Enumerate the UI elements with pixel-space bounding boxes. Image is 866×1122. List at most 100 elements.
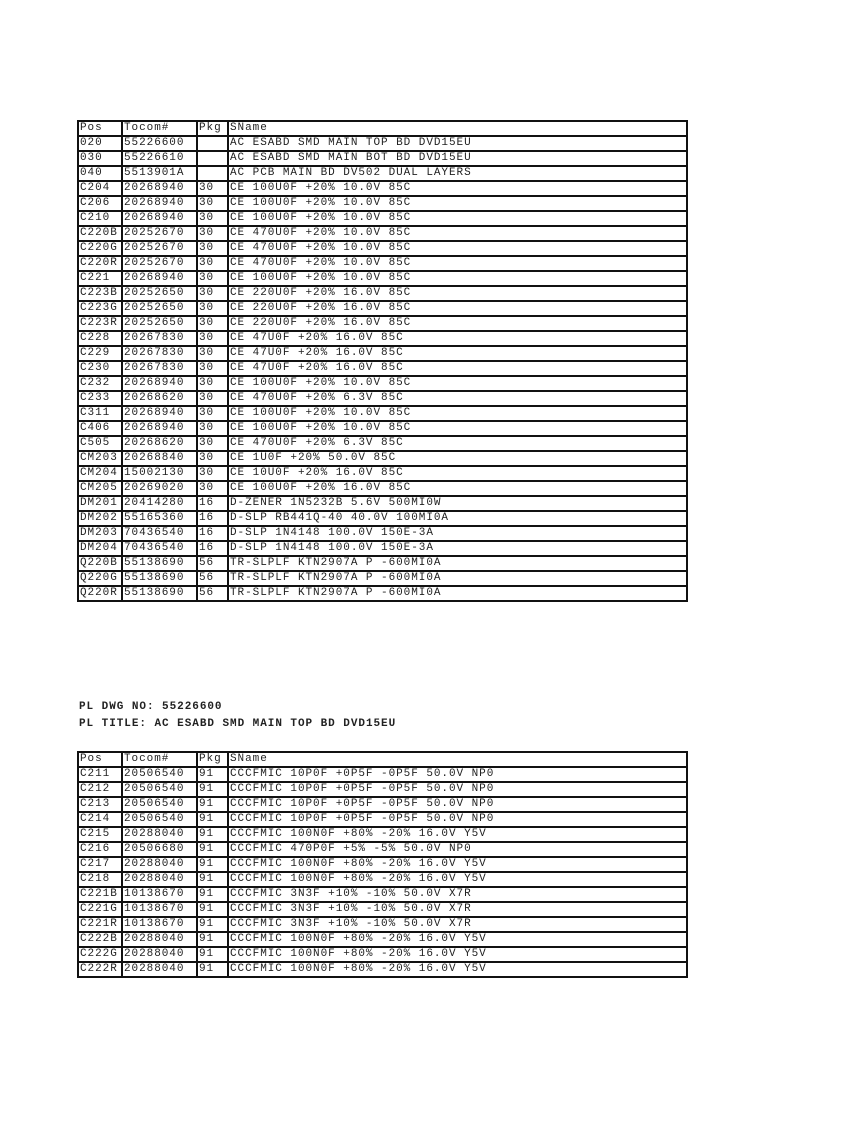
column-header-pkg: Pkg: [196, 751, 229, 768]
sname-cell: CE 220U0F +20% 16.0V 85C: [227, 315, 688, 332]
tocom-cell: 20506540: [121, 796, 198, 813]
tocom-cell: 20267830: [121, 360, 198, 377]
pkg-cell: 30: [196, 315, 229, 332]
tocom-cell: 20268620: [121, 435, 198, 452]
pl-dwg-no: PL DWG NO: 55226600: [79, 701, 223, 713]
table-row: C223B 20252650 30 CE 220U0F +20% 16.0V 85C: [77, 285, 688, 302]
pos-cell: C230: [77, 360, 123, 377]
sname-cell: TR-SLPLF KTN2907A P -600MI0A: [227, 585, 688, 602]
pkg-cell: 30: [196, 210, 229, 227]
pos-cell: CM203: [77, 450, 123, 467]
tocom-cell: 20506540: [121, 811, 198, 828]
sname-cell: CE 47U0F +20% 16.0V 85C: [227, 345, 688, 362]
tocom-cell: 20288040: [121, 961, 198, 978]
pos-cell: DM201: [77, 495, 123, 512]
sname-cell: CE 100U0F +20% 10.0V 85C: [227, 210, 688, 227]
sname-cell: CE 100U0F +20% 10.0V 85C: [227, 270, 688, 287]
pos-cell: C220B: [77, 225, 123, 242]
pkg-cell: 91: [196, 931, 229, 948]
table-row: C222G 20288040 91 CCCFMIC 100N0F +80% -20% …: [77, 946, 688, 963]
table-row: C232 20268940 30 CE 100U0F +20% 10.0V 85C: [77, 375, 688, 392]
tocom-cell: 20288040: [121, 946, 198, 963]
pkg-cell: 30: [196, 195, 229, 212]
sname-cell: CCCFMIC 10P0F +0P5F -0P5F 50.0V NP0: [227, 796, 688, 813]
tocom-cell: 55138690: [121, 570, 198, 587]
sname-cell: CCCFMIC 100N0F +80% -20% 16.0V Y5V: [227, 856, 688, 873]
parts-table-2: Pos Tocom# Pkg SName C211 20506540 91 CCCFMIC 1…: [77, 751, 688, 978]
pkg-cell: 91: [196, 961, 229, 978]
table-row: C406 20268940 30 CE 100U0F +20% 10.0V 85C: [77, 420, 688, 437]
pkg-cell: 30: [196, 465, 229, 482]
column-header-pkg: Pkg: [196, 120, 229, 137]
pkg-cell: 30: [196, 480, 229, 497]
pos-cell: 020: [77, 135, 123, 152]
table-row: C217 20288040 91 CCCFMIC 100N0F +80% -20% 1…: [77, 856, 688, 873]
pos-cell: C233: [77, 390, 123, 407]
sname-cell: CE 470U0F +20% 6.3V 85C: [227, 390, 688, 407]
pkg-cell: 91: [196, 766, 229, 783]
sname-cell: CCCFMIC 100N0F +80% -20% 16.0V Y5V: [227, 946, 688, 963]
column-header-sname: SName: [227, 751, 688, 768]
pkg-cell: 30: [196, 360, 229, 377]
pos-cell: C206: [77, 195, 123, 212]
table-row: C215 20288040 91 CCCFMIC 100N0F +80% -20% 1…: [77, 826, 688, 843]
pos-cell: DM203: [77, 525, 123, 542]
table-row: DM201 20414280 16 D-ZENER 1N5232B 5.6V 500M…: [77, 495, 688, 512]
pos-cell: C229: [77, 345, 123, 362]
sname-cell: AC ESABD SMD MAIN BOT BD DVD15EU: [227, 150, 688, 167]
column-header-sname: SName: [227, 120, 688, 137]
sname-cell: CCCFMIC 100N0F +80% -20% 16.0V Y5V: [227, 826, 688, 843]
table-row: C214 20506540 91 CCCFMIC 10P0F +0P5F -0P5F …: [77, 811, 688, 828]
pos-cell: C221B: [77, 886, 123, 903]
table-row: Q220R 55138690 56 TR-SLPLF KTN2907A P -600M…: [77, 585, 688, 602]
table-row: C204 20268940 30 CE 100U0F +20% 10.0V 85C: [77, 180, 688, 197]
pos-cell: CM204: [77, 465, 123, 482]
pos-cell: Q220R: [77, 585, 123, 602]
sname-cell: CE 100U0F +20% 10.0V 85C: [227, 420, 688, 437]
pos-cell: C223B: [77, 285, 123, 302]
pos-cell: C505: [77, 435, 123, 452]
pos-cell: C210: [77, 210, 123, 227]
tocom-cell: 10138670: [121, 901, 198, 918]
pkg-cell: 91: [196, 826, 229, 843]
table-row: C223G 20252650 30 CE 220U0F +20% 16.0V 85C: [77, 300, 688, 317]
table-row: C223R 20252650 30 CE 220U0F +20% 16.0V 85C: [77, 315, 688, 332]
pkg-cell: 30: [196, 270, 229, 287]
sname-cell: CE 470U0F +20% 6.3V 85C: [227, 435, 688, 452]
header-row: Pos Tocom# Pkg SName: [77, 751, 688, 768]
pkg-cell: 91: [196, 901, 229, 918]
pos-cell: Q220B: [77, 555, 123, 572]
pkg-cell: 91: [196, 886, 229, 903]
sname-cell: CCCFMIC 10P0F +0P5F -0P5F 50.0V NP0: [227, 781, 688, 798]
tocom-cell: 70436540: [121, 540, 198, 557]
table-row: Q220G 55138690 56 TR-SLPLF KTN2907A P -600M…: [77, 570, 688, 587]
tocom-cell: 20268940: [121, 405, 198, 422]
tocom-cell: 20252670: [121, 255, 198, 272]
tocom-cell: 10138670: [121, 916, 198, 933]
tocom-cell: 20267830: [121, 330, 198, 347]
table-row: 020 55226600 AC ESABD SMD MAIN TOP BD DVD1…: [77, 135, 688, 152]
pos-cell: CM205: [77, 480, 123, 497]
pkg-cell: 30: [196, 435, 229, 452]
pos-cell: C216: [77, 841, 123, 858]
table-row: C228 20267830 30 CE 47U0F +20% 16.0V 85C: [77, 330, 688, 347]
tocom-cell: 20268620: [121, 390, 198, 407]
sname-cell: TR-SLPLF KTN2907A P -600MI0A: [227, 570, 688, 587]
table-row: C221G 10138670 91 CCCFMIC 3N3F +10% -10% 50…: [77, 901, 688, 918]
sname-cell: AC PCB MAIN BD DV502 DUAL LAYERS: [227, 165, 688, 182]
table-row: C221 20268940 30 CE 100U0F +20% 10.0V 85C: [77, 270, 688, 287]
pkg-cell: 30: [196, 330, 229, 347]
sname-cell: D-ZENER 1N5232B 5.6V 500MI0W: [227, 495, 688, 512]
sname-cell: CCCFMIC 3N3F +10% -10% 50.0V X7R: [227, 901, 688, 918]
tocom-cell: 55165360: [121, 510, 198, 527]
table-row: C221B 10138670 91 CCCFMIC 3N3F +10% -10% 50…: [77, 886, 688, 903]
sname-cell: D-SLP RB441Q-40 40.0V 100MI0A: [227, 510, 688, 527]
table-row: C216 20506680 91 CCCFMIC 470P0F +5% -5% 50.…: [77, 841, 688, 858]
sname-cell: CCCFMIC 470P0F +5% -5% 50.0V NP0: [227, 841, 688, 858]
tocom-cell: 10138670: [121, 886, 198, 903]
pkg-cell: 91: [196, 916, 229, 933]
pos-cell: C228: [77, 330, 123, 347]
pos-cell: C213: [77, 796, 123, 813]
sname-cell: CE 100U0F +20% 10.0V 85C: [227, 180, 688, 197]
pos-cell: C221R: [77, 916, 123, 933]
